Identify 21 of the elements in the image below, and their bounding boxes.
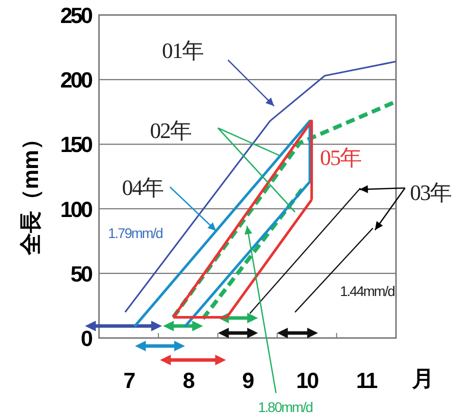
y-tick-label: 50 <box>70 261 93 286</box>
x-tick-label: 10 <box>296 368 319 393</box>
annotation: 1.79mm/d <box>108 225 162 241</box>
annotation: 04年 <box>122 175 164 200</box>
x-tick-label: 11 <box>356 368 378 393</box>
text: 1.80mm/d <box>258 399 312 415</box>
y-tick-label: 200 <box>60 68 93 93</box>
annotation: 1.44mm/d <box>340 283 394 299</box>
y-tick-label: 100 <box>60 196 93 222</box>
annotation: 01年 <box>162 38 204 63</box>
y-tick-label: 250 <box>60 3 93 28</box>
annotation: 02年 <box>150 118 192 143</box>
y-tick-label: 0 <box>80 326 93 351</box>
annotation: 05年 <box>320 145 362 170</box>
x-tick-label: 8 <box>182 368 195 393</box>
y-axis-title: 全長（mm） <box>18 128 43 256</box>
x-tick-label: 7 <box>123 368 136 393</box>
x-axis-title: 月 <box>411 366 434 391</box>
annotation: 03年 <box>410 180 452 205</box>
y-tick-label: 150 <box>60 132 93 158</box>
x-tick-label: 9 <box>242 368 254 393</box>
